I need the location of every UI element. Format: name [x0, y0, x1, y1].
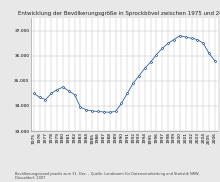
Text: Bevölkerungsstand jeweils zum 31. Dez. – Quelle: Landesamt für Datenverarbeitung: Bevölkerungsstand jeweils zum 31. Dez. –… [15, 172, 200, 180]
Title: Entwicklung der Bevölkerungsgröße in Sprockbövel zwischen 1975 und 2006: Entwicklung der Bevölkerungsgröße in Spr… [18, 11, 220, 16]
